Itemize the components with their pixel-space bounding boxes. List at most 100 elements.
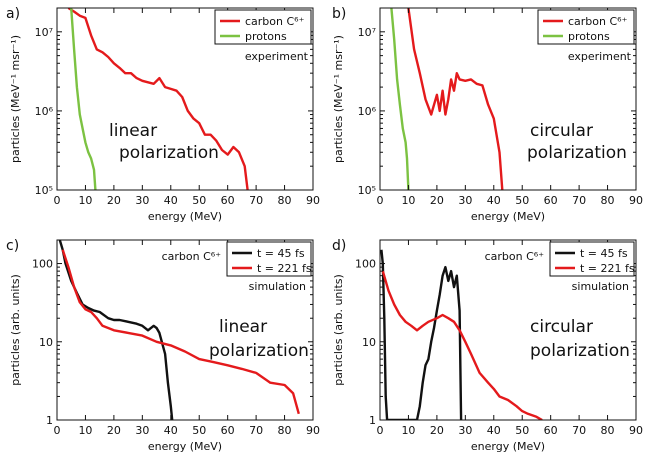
x-axis-label: energy (MeV) [471, 210, 545, 223]
annotation: polarization [530, 341, 630, 361]
legend-box [214, 9, 312, 45]
x-tick-label: 90 [629, 194, 643, 207]
x-tick-label: 10 [78, 194, 92, 207]
y-tick-label: 10⁵ [358, 184, 376, 197]
legend-box [226, 241, 312, 277]
x-tick-label: 80 [601, 424, 615, 437]
plot-frame [379, 239, 637, 421]
x-tick-label: 50 [515, 194, 529, 207]
x-tick-label: 60 [544, 194, 558, 207]
x-tick-label: 40 [164, 424, 178, 437]
y-tick-label: 100 [355, 258, 376, 271]
y-axis-label: particles (MeV⁻¹ msr⁻¹) [332, 35, 345, 163]
x-tick-label: 40 [487, 424, 501, 437]
legend-box [549, 241, 635, 277]
x-tick-label: 10 [401, 194, 415, 207]
y-tick-label: 1 [369, 414, 376, 427]
annotation: polarization [119, 143, 219, 163]
y-axis-label: particles (arb. units) [9, 274, 22, 386]
plot-frame [379, 7, 637, 191]
x-tick-label: 70 [249, 424, 263, 437]
panel-b: 0 10 20 30 40 50 60 70 80 90 10⁵ 10⁶ 10⁷ energy (MeV)… [332, 6, 643, 223]
x-tick-label: 60 [221, 424, 235, 437]
x-tick-label: 70 [572, 424, 586, 437]
annotation: linear [109, 121, 157, 141]
series-line-black [380, 249, 463, 420]
x-axis-label: energy (MeV) [471, 440, 545, 453]
panel-letter: c) [6, 238, 19, 254]
x-tick-label: 20 [430, 194, 444, 207]
annotation: polarization [209, 341, 309, 361]
series-line-green [390, 8, 410, 190]
x-tick-label: 70 [249, 194, 263, 207]
y-tick-label: 10⁶ [35, 105, 54, 118]
annotation: experiment [568, 50, 632, 63]
x-tick-label: 10 [78, 424, 92, 437]
plot-frame [56, 239, 314, 421]
x-tick-label: 60 [221, 194, 235, 207]
x-tick-label: 90 [306, 424, 320, 437]
y-tick-label: 10⁷ [35, 26, 53, 39]
y-tick-label: 10⁵ [35, 184, 53, 197]
x-tick-label: 0 [377, 194, 384, 207]
legend: carbon C⁶⁺ protons [214, 9, 312, 45]
annotation: polarization [527, 143, 627, 163]
x-axis-label: energy (MeV) [148, 440, 222, 453]
legend-entry: t = 221 fs [580, 262, 635, 275]
x-tick-label: 30 [458, 194, 472, 207]
x-tick-label: 50 [192, 194, 206, 207]
series-line-red [407, 8, 504, 190]
y-tick-label: 10⁷ [358, 26, 376, 39]
x-tick-label: 40 [487, 194, 501, 207]
y-axis-label: particles (MeV⁻¹ msr⁻¹) [9, 35, 22, 163]
legend-entry: protons [245, 30, 287, 43]
x-tick-label: 80 [601, 194, 615, 207]
series-line-red [61, 249, 300, 415]
y-axis-label: particles (arb. units) [332, 274, 345, 386]
x-tick-label: 40 [164, 194, 178, 207]
y-tick-label: 100 [32, 258, 53, 271]
y-tick-label: 10 [39, 336, 53, 349]
legend: t = 45 fs t = 221 fs [226, 241, 312, 277]
annotation: simulation [249, 280, 306, 293]
y-tick-label: 10 [362, 336, 376, 349]
x-tick-label: 20 [107, 194, 121, 207]
panel-letter: d) [332, 238, 346, 254]
annotation: experiment [245, 50, 309, 63]
x-axis-label: energy (MeV) [148, 210, 222, 223]
y-tick-label: 10⁶ [358, 105, 377, 118]
legend-entry: carbon C⁶⁺ [245, 15, 305, 28]
annotation: linear [219, 317, 267, 337]
x-tick-label: 80 [278, 194, 292, 207]
x-tick-label: 10 [401, 424, 415, 437]
annotation: simulation [572, 280, 629, 293]
legend: t = 45 fs t = 221 fs [549, 241, 635, 277]
panel-d: 0 10 20 30 40 50 60 70 80 90 1 10 100 energy (MeV) par… [332, 238, 643, 453]
x-tick-label: 80 [278, 424, 292, 437]
legend-entry: t = 45 fs [580, 247, 628, 260]
legend-entry: t = 221 fs [257, 262, 312, 275]
x-tick-label: 20 [107, 424, 121, 437]
series-line-red [67, 8, 249, 190]
x-tick-label: 0 [54, 424, 61, 437]
annotation: circular [530, 317, 593, 337]
x-tick-label: 30 [135, 194, 149, 207]
plot-frame [56, 7, 314, 191]
annotation: circular [530, 121, 593, 141]
legend-entry: carbon C⁶⁺ [568, 15, 628, 28]
x-tick-label: 20 [430, 424, 444, 437]
x-tick-label: 50 [515, 424, 529, 437]
legend-entry: t = 45 fs [257, 247, 305, 260]
x-tick-label: 50 [192, 424, 206, 437]
x-tick-label: 0 [377, 424, 384, 437]
annotation: carbon C⁶⁺ [162, 250, 222, 263]
panel-c: 0 10 20 30 40 50 60 70 80 90 1 10 100 energy (MeV) par… [6, 238, 320, 453]
annotation: carbon C⁶⁺ [485, 250, 545, 263]
legend-entry: protons [568, 30, 610, 43]
x-tick-label: 90 [629, 424, 643, 437]
panel-letter: b) [332, 6, 346, 22]
panel-letter: a) [6, 6, 20, 22]
x-tick-label: 30 [135, 424, 149, 437]
x-tick-label: 30 [458, 424, 472, 437]
